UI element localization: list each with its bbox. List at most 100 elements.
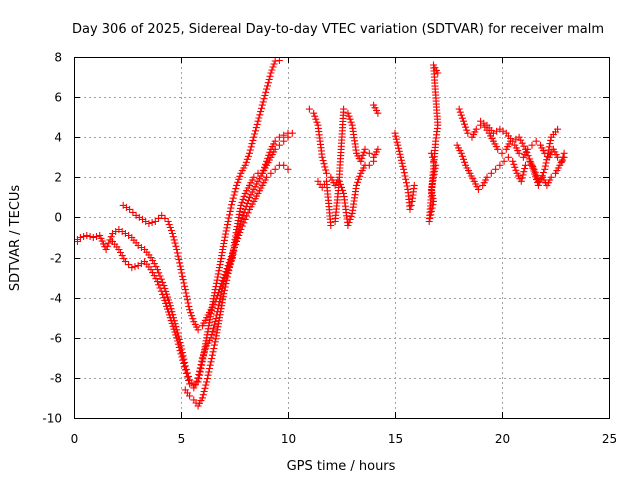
data-point xyxy=(374,109,382,117)
data-point xyxy=(515,133,523,141)
data-point xyxy=(105,239,113,247)
data-point xyxy=(527,158,535,166)
data-point xyxy=(365,149,373,157)
data-point xyxy=(228,197,236,205)
data-point xyxy=(547,173,555,181)
data-point xyxy=(255,114,263,122)
data-point xyxy=(203,378,211,386)
data-point xyxy=(115,246,123,253)
data-point xyxy=(157,275,165,283)
data-point xyxy=(93,233,100,240)
data-point xyxy=(532,137,540,145)
data-point xyxy=(198,357,206,365)
data-point xyxy=(202,345,210,353)
data-point xyxy=(547,136,555,144)
data-point xyxy=(262,88,270,96)
data-point xyxy=(187,309,195,317)
data-point xyxy=(313,118,321,126)
data-point xyxy=(147,254,155,262)
data-point xyxy=(321,163,329,171)
data-point xyxy=(169,233,177,241)
data-point xyxy=(217,255,225,263)
data-point xyxy=(475,185,482,193)
data-point xyxy=(254,117,262,125)
data-point xyxy=(89,234,97,241)
data-point xyxy=(275,57,283,64)
data-point xyxy=(129,208,137,216)
data-point xyxy=(264,79,272,87)
data-point xyxy=(180,363,188,371)
data-point xyxy=(345,219,353,226)
data-point xyxy=(270,60,278,68)
data-point xyxy=(121,258,129,266)
data-point xyxy=(166,314,174,322)
data-point xyxy=(183,292,191,300)
data-point xyxy=(456,108,464,116)
data-point xyxy=(319,157,327,164)
data-point xyxy=(517,177,525,185)
data-point xyxy=(236,207,244,215)
data-point xyxy=(546,140,554,148)
data-point xyxy=(213,292,221,300)
data-point xyxy=(219,296,227,304)
data-point xyxy=(202,381,210,389)
data-point xyxy=(220,290,228,298)
data-point xyxy=(151,218,159,225)
data-point xyxy=(356,172,364,180)
data-point xyxy=(541,162,549,170)
data-point xyxy=(154,278,161,286)
data-point xyxy=(155,281,163,289)
data-point xyxy=(458,152,466,160)
data-point xyxy=(76,234,84,241)
data-point xyxy=(158,211,166,219)
data-point xyxy=(522,161,529,169)
data-point xyxy=(397,153,405,161)
x-tick-label: 5 xyxy=(178,432,186,446)
data-point xyxy=(208,355,216,362)
data-point xyxy=(267,169,275,177)
data-point xyxy=(263,157,271,165)
data-point xyxy=(264,154,272,162)
data-point xyxy=(223,224,231,232)
data-point xyxy=(201,348,208,356)
data-point xyxy=(152,263,160,271)
x-tick-label: 15 xyxy=(388,432,403,446)
data-point xyxy=(268,66,276,74)
data-point xyxy=(198,394,206,402)
data-point xyxy=(461,120,468,128)
data-point xyxy=(253,120,261,128)
data-point xyxy=(145,220,153,227)
data-point xyxy=(267,69,275,77)
data-point xyxy=(86,233,94,240)
data-point xyxy=(211,298,219,306)
data-point xyxy=(172,242,180,250)
data-point xyxy=(354,178,362,186)
data-point xyxy=(554,125,562,133)
data-point xyxy=(126,205,134,213)
data-point xyxy=(167,317,175,325)
data-point xyxy=(347,118,355,126)
data-point xyxy=(179,356,187,364)
data-point xyxy=(515,149,523,157)
data-point xyxy=(216,264,223,272)
data-point xyxy=(335,177,343,185)
data-point xyxy=(173,246,181,253)
data-point xyxy=(543,156,551,164)
data-point xyxy=(496,161,504,169)
data-point xyxy=(238,214,246,222)
y-tick-label: -2 xyxy=(50,252,62,266)
data-point xyxy=(80,233,88,240)
data-point xyxy=(169,322,177,330)
data-point xyxy=(208,351,216,359)
data-point xyxy=(260,95,268,103)
data-point xyxy=(244,209,252,217)
data-point xyxy=(178,272,186,280)
x-tick-labels: 0 5 10 15 20 25 xyxy=(71,432,617,446)
data-point xyxy=(239,195,247,203)
data-point xyxy=(280,161,288,169)
data-point xyxy=(162,299,170,307)
data-point xyxy=(206,361,214,369)
data-point xyxy=(243,155,251,163)
data-point xyxy=(521,165,529,172)
data-point xyxy=(259,98,267,106)
